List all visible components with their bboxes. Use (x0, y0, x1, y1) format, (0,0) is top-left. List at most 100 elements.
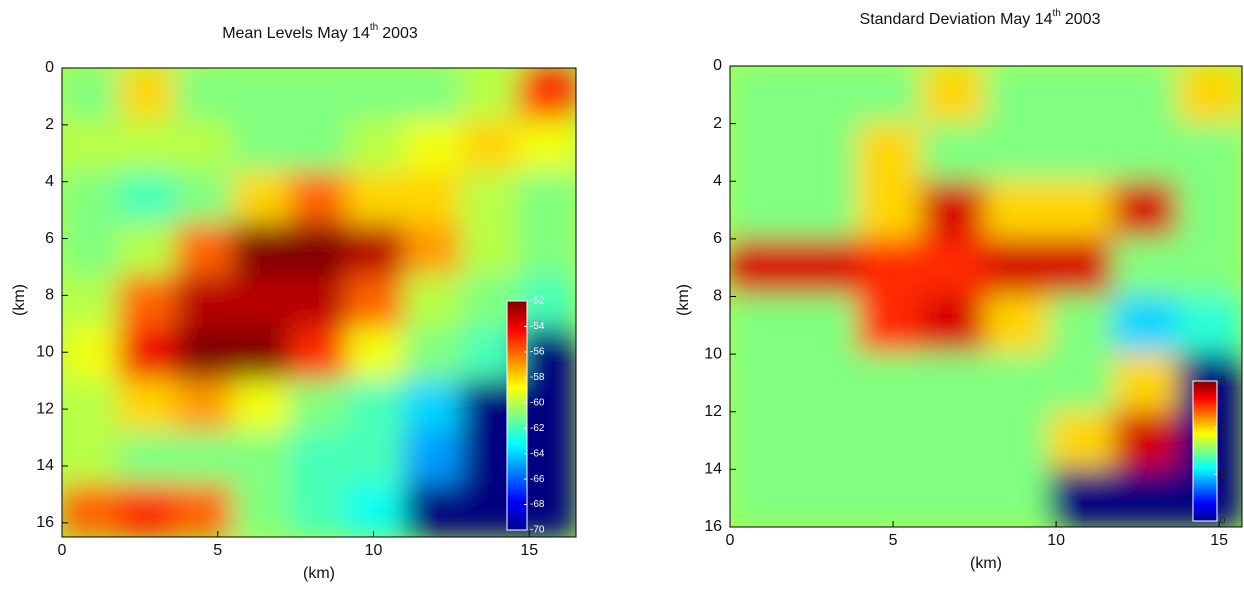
heatmap-cell (985, 353, 1051, 413)
heatmap-cell (730, 237, 795, 298)
heatmap-cell (857, 410, 923, 471)
heatmap-cell (921, 410, 987, 471)
heatmap-cell (289, 275, 349, 330)
heatmap-cell (175, 275, 235, 330)
heatmap-cell (62, 223, 121, 278)
heatmap-cell (793, 353, 859, 413)
heatmap-cell (857, 180, 923, 240)
heatmap-cell (793, 410, 859, 471)
heatmap-cell (232, 483, 292, 537)
heatmap-cell (1113, 410, 1179, 471)
heatmap-cell (62, 431, 121, 486)
heatmap-cell (175, 223, 235, 278)
heatmap-cell (62, 119, 121, 174)
heatmap-cell (793, 295, 859, 356)
heatmap-cell (1177, 237, 1242, 298)
y-tick-label: 6 (713, 230, 722, 247)
heatmap-cell (517, 171, 576, 226)
x-tick-label: 0 (726, 532, 735, 549)
x-axis-label: (km) (303, 565, 335, 582)
heatmap-cell (175, 171, 235, 226)
heatmap-cell (730, 468, 795, 527)
y-tick-label: 14 (704, 461, 722, 478)
heatmap-cell (346, 431, 406, 486)
heatmap-cell (857, 468, 923, 527)
x-tick-label: 15 (520, 542, 538, 559)
plot-area (62, 68, 576, 537)
heatmap-cell (1177, 66, 1242, 125)
title-superscript: th (370, 22, 378, 33)
colorbar-tick-label: -64 (530, 448, 545, 459)
heatmap-cell (346, 171, 406, 226)
y-tick-label: 6 (45, 230, 54, 247)
heatmap-cell (232, 275, 292, 330)
heatmap-cell (118, 275, 178, 330)
heatmap-cell (730, 410, 795, 471)
heatmap-cell (118, 483, 178, 537)
y-axis-label: (km) (675, 284, 692, 316)
heatmap-cell (985, 122, 1051, 183)
heatmap-cell (175, 119, 235, 174)
y-tick-label: 4 (713, 172, 722, 189)
heatmap-cell (857, 353, 923, 413)
heatmap-cell (1113, 237, 1179, 298)
heatmap-cell (232, 223, 292, 278)
heatmap-cell (985, 180, 1051, 240)
colorbar-tick-label: -52 (530, 296, 545, 307)
heatmap-cell (517, 275, 576, 330)
y-tick-label: 16 (36, 514, 54, 531)
heatmap-cell (921, 353, 987, 413)
y-tick-label: 8 (713, 288, 722, 305)
heatmap-cell (1049, 66, 1115, 125)
heatmap-cell (118, 119, 178, 174)
y-tick-label: 14 (36, 457, 54, 474)
heatmap-cell (921, 66, 987, 125)
heatmap-cell (175, 483, 235, 537)
heatmap-cell (1049, 122, 1115, 183)
heatmap-cell (1113, 122, 1179, 183)
heatmap-cell (403, 431, 463, 486)
y-axis-label: (km) (11, 284, 28, 316)
colorbar-tick-label: -56 (530, 347, 545, 358)
heatmap-cell (403, 327, 463, 382)
heatmap-cell (346, 327, 406, 382)
colorbar (506, 300, 528, 531)
heatmap-cell (985, 410, 1051, 471)
heatmap-cell (730, 353, 795, 413)
heatmap-cell (118, 68, 178, 122)
heatmap-cell (289, 119, 349, 174)
heatmap-cell (857, 237, 923, 298)
y-tick-label: 4 (45, 173, 54, 190)
heatmap-cell (921, 237, 987, 298)
heatmap-cell (346, 275, 406, 330)
heatmap-cell (730, 66, 795, 125)
heatmap-cell (517, 431, 576, 486)
heatmap-cell (1113, 66, 1179, 125)
heatmap-cell (985, 237, 1051, 298)
heatmap-cell (403, 379, 463, 434)
colorbar-tick-label: 4 (1220, 422, 1226, 433)
title-main: Mean Levels May 14 (222, 25, 370, 42)
heatmap-cell (118, 171, 178, 226)
heatmap-cell (289, 431, 349, 486)
x-tick-label: 5 (889, 532, 898, 549)
heatmap-cell (175, 431, 235, 486)
x-tick-label: 10 (365, 542, 383, 559)
colorbar-tick-label: 0 (1220, 516, 1226, 527)
heatmap-cell (62, 275, 121, 330)
heatmap-cell (118, 327, 178, 382)
heatmap-cell (985, 66, 1051, 125)
colorbar-tick-label: -68 (530, 499, 545, 510)
heatmap-cell (403, 119, 463, 174)
y-tick-label: 0 (713, 57, 722, 74)
heatmap-cell (985, 468, 1051, 527)
heatmap-cell (793, 468, 859, 527)
heatmap-cell (175, 327, 235, 382)
heatmap-cell (517, 379, 576, 434)
heatmap-cell (1113, 180, 1179, 240)
title-end: 2003 (1065, 11, 1101, 28)
heatmap-cell (793, 180, 859, 240)
heatmap-cell (232, 119, 292, 174)
heatmap-cell (730, 122, 795, 183)
title-main: Standard Deviation May 14 (860, 11, 1053, 28)
